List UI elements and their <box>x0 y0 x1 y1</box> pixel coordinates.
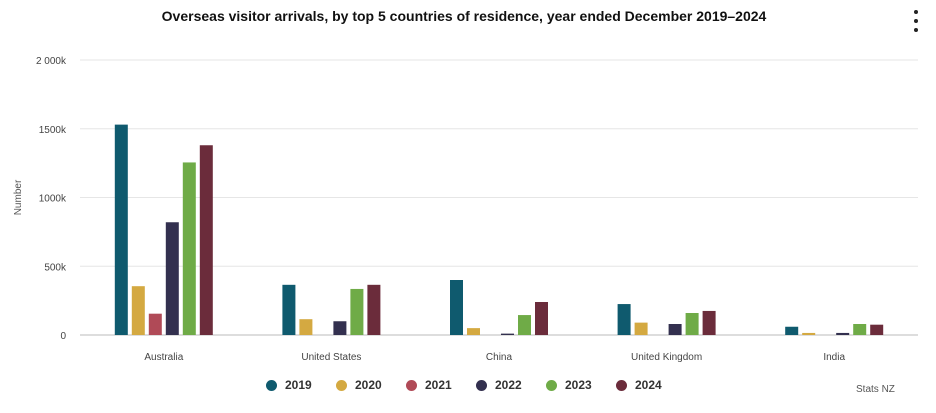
x-tick-label: Australia <box>144 352 183 363</box>
y-tick-label: 0 <box>60 331 66 342</box>
legend-item-2021[interactable]: 2021 <box>406 378 452 392</box>
bar-2023-united-kingdom[interactable] <box>685 313 699 335</box>
bar-2024-india[interactable] <box>870 324 884 335</box>
x-tick-label: United Kingdom <box>631 352 702 363</box>
bar-2023-china[interactable] <box>518 315 531 335</box>
legend-label: 2019 <box>285 378 312 392</box>
bar-2024-united-kingdom[interactable] <box>702 310 716 335</box>
bar-2021-australia[interactable] <box>148 313 162 335</box>
legend-swatch <box>476 379 487 391</box>
legend-label: 2024 <box>635 378 662 392</box>
legend-swatch <box>406 379 417 391</box>
y-tick-label: 500k <box>44 262 67 273</box>
legend-item-2020[interactable]: 2020 <box>336 378 382 392</box>
bar-2020-india[interactable] <box>802 332 816 335</box>
bar-2019-china[interactable] <box>450 280 463 335</box>
legend-item-2019[interactable]: 2019 <box>266 378 312 392</box>
bar-2023-india[interactable] <box>853 324 867 335</box>
legend: 2019 2020 2021 2022 2023 2024 <box>0 378 936 396</box>
legend-swatch <box>616 379 627 391</box>
y-tick-label: 1000k <box>39 194 67 205</box>
bar-2020-united-kingdom[interactable] <box>634 322 648 335</box>
bar-2022-united-kingdom[interactable] <box>668 324 682 335</box>
legend-swatch <box>546 379 557 391</box>
legend-item-2024[interactable]: 2024 <box>616 378 662 392</box>
legend-label: 2023 <box>565 378 592 392</box>
bar-2020-australia[interactable] <box>131 286 145 335</box>
legend-label: 2022 <box>495 378 522 392</box>
bar-2019-united-states[interactable] <box>282 284 296 335</box>
x-tick-label: China <box>486 352 513 363</box>
bar-2022-united-states[interactable] <box>333 321 347 335</box>
x-tick-label: India <box>823 352 845 363</box>
bar-2020-united-states[interactable] <box>299 319 313 335</box>
bar-2019-australia[interactable] <box>114 124 128 335</box>
y-axis-ticks: 0 500k 1000k 1500k 2 000k <box>36 56 67 342</box>
bar-2024-australia[interactable] <box>199 145 213 335</box>
y-tick-label: 2 000k <box>36 56 67 67</box>
gridlines <box>80 59 918 336</box>
bar-2023-australia[interactable] <box>182 162 196 335</box>
chart-menu-button[interactable] <box>906 10 926 32</box>
legend-label: 2020 <box>355 378 382 392</box>
legend-swatch <box>266 379 277 391</box>
y-tick-label: 1500k <box>39 125 67 136</box>
bars <box>114 124 884 335</box>
x-tick-label: United States <box>301 352 361 363</box>
legend-item-2022[interactable]: 2022 <box>476 378 522 392</box>
bar-2022-australia[interactable] <box>165 222 179 335</box>
bar-2019-india[interactable] <box>785 326 799 335</box>
legend-label: 2021 <box>425 378 452 392</box>
chart-title: Overseas visitor arrivals, by top 5 coun… <box>161 8 767 24</box>
source-credit: Stats NZ <box>856 384 895 395</box>
legend-item-2023[interactable]: 2023 <box>546 378 592 392</box>
bar-2019-united-kingdom[interactable] <box>617 304 631 335</box>
legend-swatch <box>336 379 347 391</box>
bar-2024-china[interactable] <box>535 302 548 335</box>
bar-2022-india[interactable] <box>836 332 850 335</box>
bar-2020-china[interactable] <box>467 328 480 335</box>
bar-2024-united-states[interactable] <box>367 284 381 335</box>
x-axis-ticks: Australia United States China United Kingdo… <box>144 352 845 363</box>
y-axis-label: Number <box>13 179 24 215</box>
bar-2022-china[interactable] <box>501 333 514 335</box>
bar-chart: 0 500k 1000k 1500k 2 000k Australia United St… <box>13 56 918 363</box>
more-vertical-icon <box>914 10 918 14</box>
bar-2023-united-states[interactable] <box>350 288 364 335</box>
